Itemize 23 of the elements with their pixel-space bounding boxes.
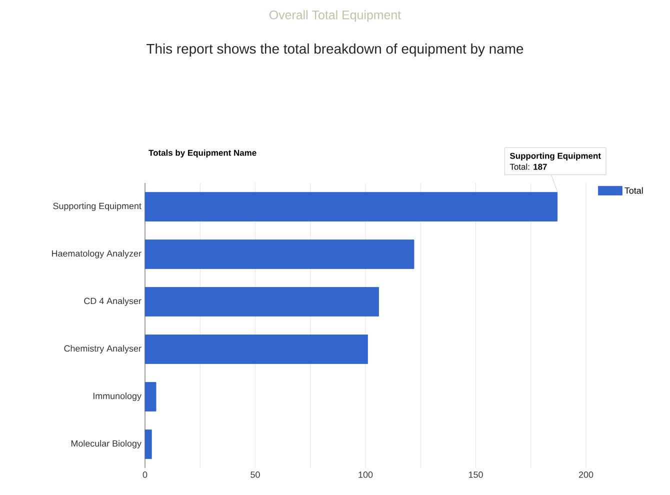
y-tick-label: CD 4 Analyser [84,298,142,306]
x-tick-label: 50 [250,472,260,478]
bar [144,240,414,269]
y-tick-label: Chemistry Analyser [64,345,142,354]
x-tick-label: 150 [468,472,483,478]
x-tick-label: 0 [142,472,148,478]
y-tick-label: Supporting Equipment [53,202,142,211]
bar [144,430,152,459]
chart-subtitle: This report shows the total breakdown of equipment by name [146,43,524,56]
chart-title: Overall Total Equipment [269,10,401,22]
text: Supporting Equipment [510,152,601,161]
text: Totals by Equipment Name [148,150,256,158]
x-tick-label: 200 [578,472,594,478]
y-tick-label: Molecular Biology [71,440,142,448]
bar [144,287,379,316]
x-tick-label: 100 [358,472,373,478]
text: Total: 187 [510,164,547,170]
bar [144,192,558,222]
bar [144,334,368,364]
legend-label: Total [624,187,643,194]
bar [144,382,156,412]
y-tick-label: Haematology Analyzer [52,250,142,258]
y-tick-label: Immunology [93,392,142,401]
